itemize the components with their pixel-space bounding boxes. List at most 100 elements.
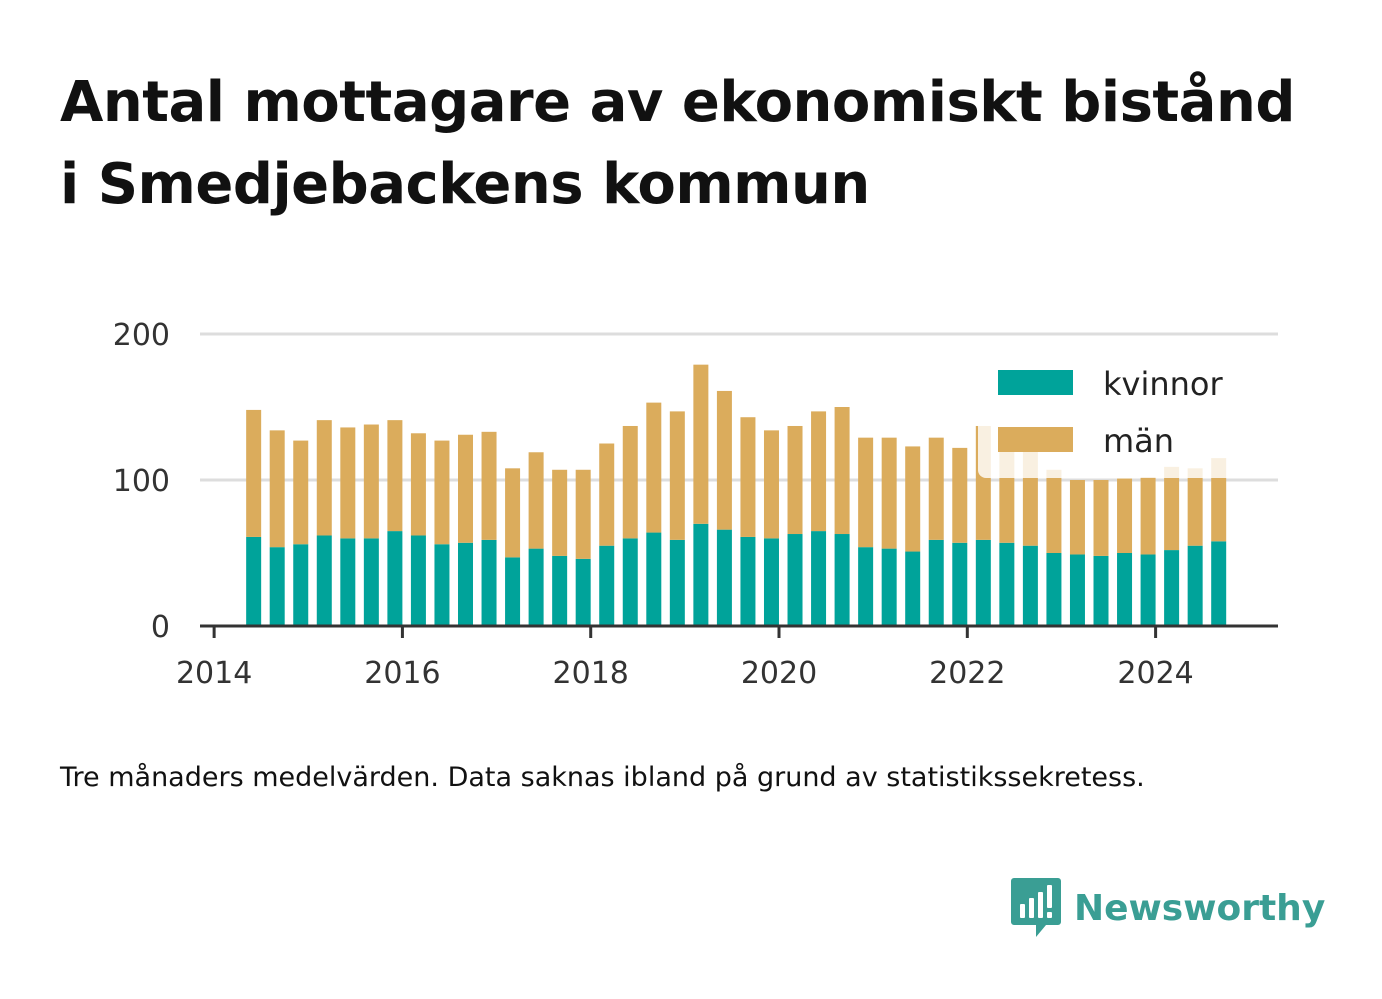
bar-man-17 xyxy=(646,402,662,533)
bar-man-26 xyxy=(858,437,874,548)
bar-kvinnor-33 xyxy=(1022,545,1038,626)
x-tick-label-2024: 2024 xyxy=(1117,656,1193,691)
bar-man-19 xyxy=(693,364,709,524)
bar-kvinnor-27 xyxy=(881,548,897,626)
bar-man-29 xyxy=(928,437,944,540)
bar-man-14 xyxy=(575,469,591,559)
bar-man-36 xyxy=(1093,480,1109,556)
bar-kvinnor-36 xyxy=(1093,555,1109,626)
bar-kvinnor-22 xyxy=(763,538,779,626)
bar-man-15 xyxy=(599,443,615,546)
bar-man-13 xyxy=(552,469,568,556)
bar-kvinnor-41 xyxy=(1211,541,1227,626)
bar-man-7 xyxy=(410,433,426,536)
bar-kvinnor-16 xyxy=(622,538,638,626)
bar-kvinnor-8 xyxy=(434,544,450,626)
bar-kvinnor-10 xyxy=(481,539,497,626)
bar-man-34 xyxy=(1046,469,1062,553)
bar-kvinnor-20 xyxy=(716,529,732,626)
bar-kvinnor-21 xyxy=(740,536,756,626)
bar-man-9 xyxy=(458,434,473,543)
bar-kvinnor-11 xyxy=(505,557,521,626)
bar-man-39 xyxy=(1164,466,1180,551)
bar-man-24 xyxy=(811,411,827,532)
x-tick-label-2018: 2018 xyxy=(553,656,629,691)
bar-kvinnor-0 xyxy=(246,536,262,626)
bar-kvinnor-13 xyxy=(552,555,568,626)
bar-kvinnor-31 xyxy=(975,539,991,626)
bar-man-41 xyxy=(1211,458,1227,542)
bar-kvinnor-32 xyxy=(999,542,1015,626)
x-tick-label-2020: 2020 xyxy=(741,656,817,691)
y-tick-label-200: 200 xyxy=(113,318,170,353)
bar-man-22 xyxy=(763,430,779,539)
legend-swatch-kvinnor xyxy=(998,370,1073,395)
bar-kvinnor-30 xyxy=(952,542,968,626)
bar-man-35 xyxy=(1069,480,1085,555)
bar-man-1 xyxy=(269,430,285,548)
bar-kvinnor-9 xyxy=(458,542,473,626)
chart-title: Antal mottagare av ekonomiskt bistånd i … xyxy=(60,70,1295,217)
x-tick-label-2016: 2016 xyxy=(364,656,440,691)
bar-kvinnor-12 xyxy=(528,548,544,626)
x-axis: 2014 2016 2018 2020 2022 2024 xyxy=(176,626,1194,691)
bar-man-2 xyxy=(293,440,309,545)
bar-kvinnor-34 xyxy=(1046,553,1062,626)
bar-kvinnor-3 xyxy=(316,535,332,626)
bar-kvinnor-14 xyxy=(575,558,591,626)
bar-man-23 xyxy=(787,425,803,535)
legend-swatch-man xyxy=(998,427,1073,452)
bar-man-4 xyxy=(340,427,356,539)
bar-man-0 xyxy=(246,409,262,537)
bar-man-38 xyxy=(1140,477,1156,555)
bar-kvinnor-18 xyxy=(669,539,685,626)
y-tick-label-0: 0 xyxy=(151,610,170,645)
bar-kvinnor-1 xyxy=(269,547,285,626)
bar-kvinnor-39 xyxy=(1164,550,1180,626)
newsworthy-logo-icon xyxy=(1011,878,1061,937)
x-tick-label-2022: 2022 xyxy=(929,656,1005,691)
bar-kvinnor-2 xyxy=(293,544,309,626)
bar-kvinnor-5 xyxy=(363,538,379,626)
bar-man-20 xyxy=(716,390,732,530)
bar-man-30 xyxy=(952,447,968,543)
legend: kvinnor män xyxy=(978,358,1248,478)
bar-kvinnor-7 xyxy=(410,535,426,626)
bar-kvinnor-28 xyxy=(905,551,921,626)
bar-kvinnor-26 xyxy=(858,547,874,626)
x-tick-label-2014: 2014 xyxy=(176,656,252,691)
bar-man-6 xyxy=(387,420,403,532)
bar-man-40 xyxy=(1187,468,1203,546)
bar-man-12 xyxy=(528,452,544,549)
bar-kvinnor-19 xyxy=(693,523,709,626)
bar-kvinnor-38 xyxy=(1140,554,1156,626)
bar-kvinnor-17 xyxy=(646,532,662,626)
legend-label-man: män xyxy=(1103,422,1174,460)
bar-man-18 xyxy=(669,411,685,540)
bar-man-25 xyxy=(834,407,850,535)
bar-man-11 xyxy=(505,468,521,558)
bar-kvinnor-37 xyxy=(1117,553,1133,626)
brand-logo: Newsworthy xyxy=(1010,876,1325,940)
bar-kvinnor-15 xyxy=(599,545,615,626)
bar-man-27 xyxy=(881,437,897,549)
bar-man-5 xyxy=(363,424,379,539)
bar-kvinnor-24 xyxy=(811,531,827,626)
chart-caption: Tre månaders medelvärden. Data saknas ib… xyxy=(60,762,1145,793)
bar-man-28 xyxy=(905,446,921,552)
bar-man-16 xyxy=(622,425,638,539)
bars xyxy=(246,364,1227,626)
bar-kvinnor-4 xyxy=(340,538,356,626)
brand-name: Newsworthy xyxy=(1074,887,1326,929)
y-axis: 0 100 200 xyxy=(113,318,170,645)
bar-man-37 xyxy=(1117,478,1133,553)
bar-man-10 xyxy=(481,431,497,540)
bar-kvinnor-29 xyxy=(928,539,944,626)
bar-kvinnor-35 xyxy=(1069,554,1085,626)
y-tick-label-100: 100 xyxy=(113,464,170,499)
bar-man-8 xyxy=(434,440,450,545)
bar-kvinnor-40 xyxy=(1187,545,1203,626)
bar-man-3 xyxy=(316,420,332,536)
bar-kvinnor-6 xyxy=(387,531,403,626)
